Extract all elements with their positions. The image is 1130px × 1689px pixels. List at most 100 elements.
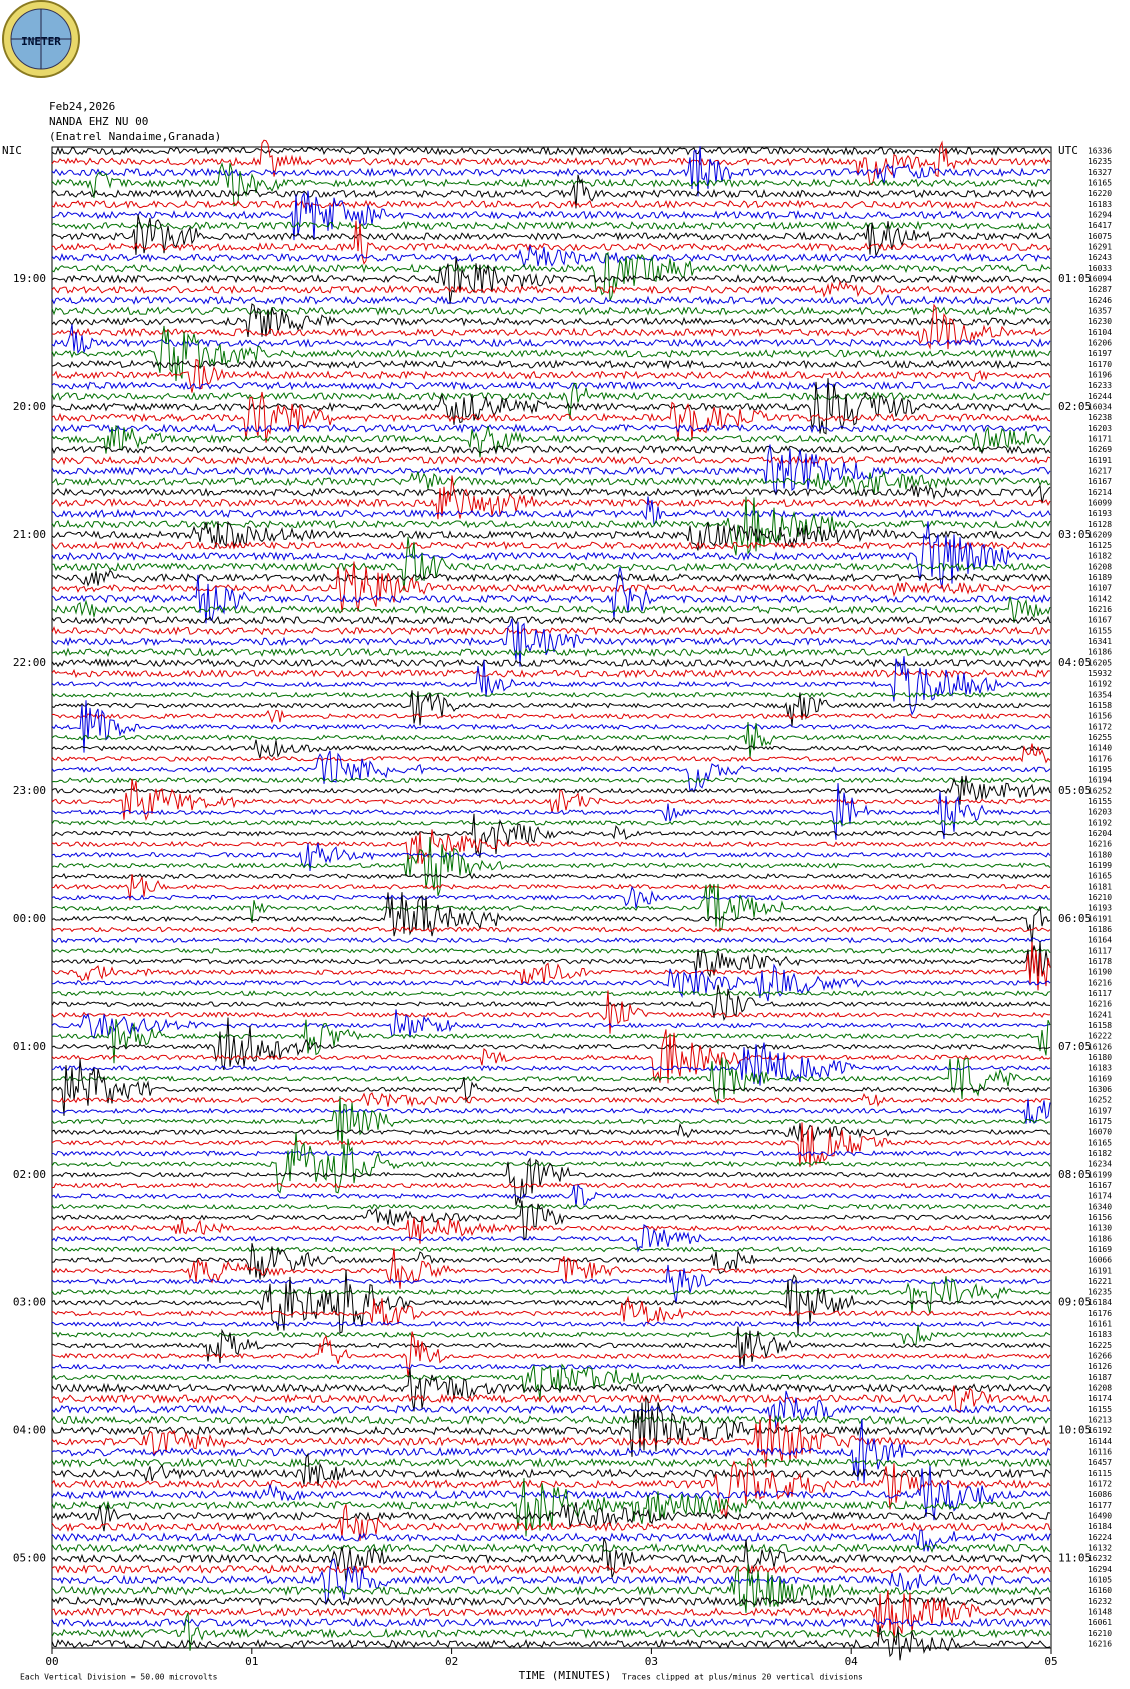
- trace: [51, 1029, 1051, 1084]
- trace: [51, 220, 1051, 265]
- trace-label: 16132: [1088, 1544, 1112, 1553]
- trace-label: 16417: [1088, 221, 1112, 230]
- left-time-label: 01:00: [13, 1040, 46, 1053]
- trace: [51, 1057, 1051, 1106]
- trace-label: 16128: [1088, 520, 1112, 529]
- trace: [51, 325, 1051, 382]
- x-tick-label: 04: [845, 1655, 859, 1668]
- trace-label: 16192: [1088, 1426, 1112, 1435]
- right-time-label: 06:05: [1058, 912, 1091, 925]
- trace-label: 16243: [1088, 253, 1112, 262]
- footer-left: Each Vertical Division = 50.00 microvolt…: [20, 1673, 218, 1682]
- trace: [51, 1368, 1051, 1412]
- trace-label: 16213: [1088, 1416, 1112, 1425]
- left-time-label: 05:00: [13, 1552, 46, 1565]
- trace: [51, 1502, 1051, 1532]
- trace-label: 16155: [1088, 626, 1112, 635]
- trace: [51, 1243, 1051, 1280]
- trace-label: 16193: [1088, 904, 1112, 913]
- trace: [51, 1617, 1051, 1628]
- trace: [51, 359, 1051, 370]
- trace: [51, 1042, 1051, 1086]
- trace-label: 16161: [1088, 1320, 1112, 1329]
- trace: [51, 190, 1051, 241]
- trace-label: 16294: [1088, 210, 1112, 219]
- trace-label: 16155: [1088, 797, 1112, 806]
- trace-label: 16142: [1088, 594, 1112, 603]
- trace-label: 16174: [1088, 1394, 1112, 1403]
- trace-label: 16209: [1088, 530, 1112, 539]
- trace: [51, 1092, 1051, 1108]
- trace-label: 16216: [1088, 1640, 1112, 1649]
- trace-label: 16241: [1088, 1010, 1112, 1019]
- left-time-label: 22:00: [13, 656, 46, 669]
- trace: [51, 813, 1051, 858]
- trace-label: 16204: [1088, 829, 1112, 838]
- trace-label: 16181: [1088, 882, 1112, 891]
- trace: [51, 937, 1051, 944]
- trace-label: 16165: [1088, 178, 1112, 187]
- x-tick-label: 03: [645, 1655, 658, 1668]
- trace: [51, 1363, 1051, 1370]
- trace-label: 16126: [1088, 1362, 1112, 1371]
- trace-label: 16184: [1088, 1298, 1112, 1307]
- left-time-label: 00:00: [13, 912, 46, 925]
- trace-label: 16086: [1088, 1490, 1112, 1499]
- trace-label: 16182: [1088, 1149, 1112, 1158]
- trace-label: 16165: [1088, 872, 1112, 881]
- trace: [51, 1246, 1051, 1253]
- trace-label: 16172: [1088, 722, 1112, 731]
- trace: [51, 1122, 1051, 1168]
- trace-label: 16070: [1088, 1128, 1112, 1137]
- footer-right: Traces clipped at plus/minus 20 vertical…: [622, 1673, 863, 1682]
- trace-label: 16224: [1088, 1533, 1112, 1542]
- trace-label: 16183: [1088, 200, 1112, 209]
- trace-label: 16155: [1088, 1405, 1112, 1414]
- trace-label: 16266: [1088, 1352, 1112, 1361]
- trace-label: 16235: [1088, 1288, 1112, 1297]
- trace-label: 16269: [1088, 445, 1112, 454]
- trace-label: 16208: [1088, 562, 1112, 571]
- trace: [51, 872, 1051, 880]
- trace: [51, 561, 1051, 613]
- trace-label: 16169: [1088, 1074, 1112, 1083]
- trace-label: 16210: [1088, 893, 1112, 902]
- right-time-label: 08:05: [1058, 1168, 1091, 1181]
- trace-label: 16160: [1088, 1586, 1112, 1595]
- trace-label: 16195: [1088, 765, 1112, 774]
- trace-label: 16189: [1088, 573, 1112, 582]
- trace: [51, 521, 1051, 589]
- trace-label: 15932: [1088, 669, 1112, 678]
- trace-label: 16457: [1088, 1458, 1112, 1467]
- trace: [51, 750, 1051, 794]
- trace: [51, 1596, 1051, 1607]
- trace: [51, 139, 1051, 186]
- trace-label: 16187: [1088, 1373, 1112, 1382]
- trace-label: 16252: [1088, 786, 1112, 795]
- trace-label: 16191: [1088, 1266, 1112, 1275]
- trace-label: 16172: [1088, 1480, 1112, 1489]
- trace: [51, 483, 1051, 504]
- trace-label: 16183: [1088, 1064, 1112, 1073]
- trace: [51, 1216, 1051, 1244]
- trace: [51, 1465, 1051, 1521]
- trace-label: 16196: [1088, 370, 1112, 379]
- trace-label: 16199: [1088, 1170, 1112, 1179]
- trace-label: 16190: [1088, 968, 1112, 977]
- trace: [51, 783, 1051, 840]
- trace-label: 16180: [1088, 1053, 1112, 1062]
- trace: [51, 445, 1051, 455]
- trace-label: 16192: [1088, 680, 1112, 689]
- trace: [51, 926, 1051, 933]
- trace-label: 16238: [1088, 413, 1112, 422]
- trace-label: 16165: [1088, 1138, 1112, 1147]
- trace: [51, 470, 1051, 497]
- trace-label: 16066: [1088, 1256, 1112, 1265]
- trace: [51, 475, 1051, 520]
- trace-label: 16255: [1088, 733, 1112, 742]
- trace: [51, 1363, 1051, 1400]
- trace-label: 16225: [1088, 1341, 1112, 1350]
- trace: [51, 1558, 1051, 1606]
- trace-label: 16180: [1088, 850, 1112, 859]
- trace: [51, 963, 1051, 1002]
